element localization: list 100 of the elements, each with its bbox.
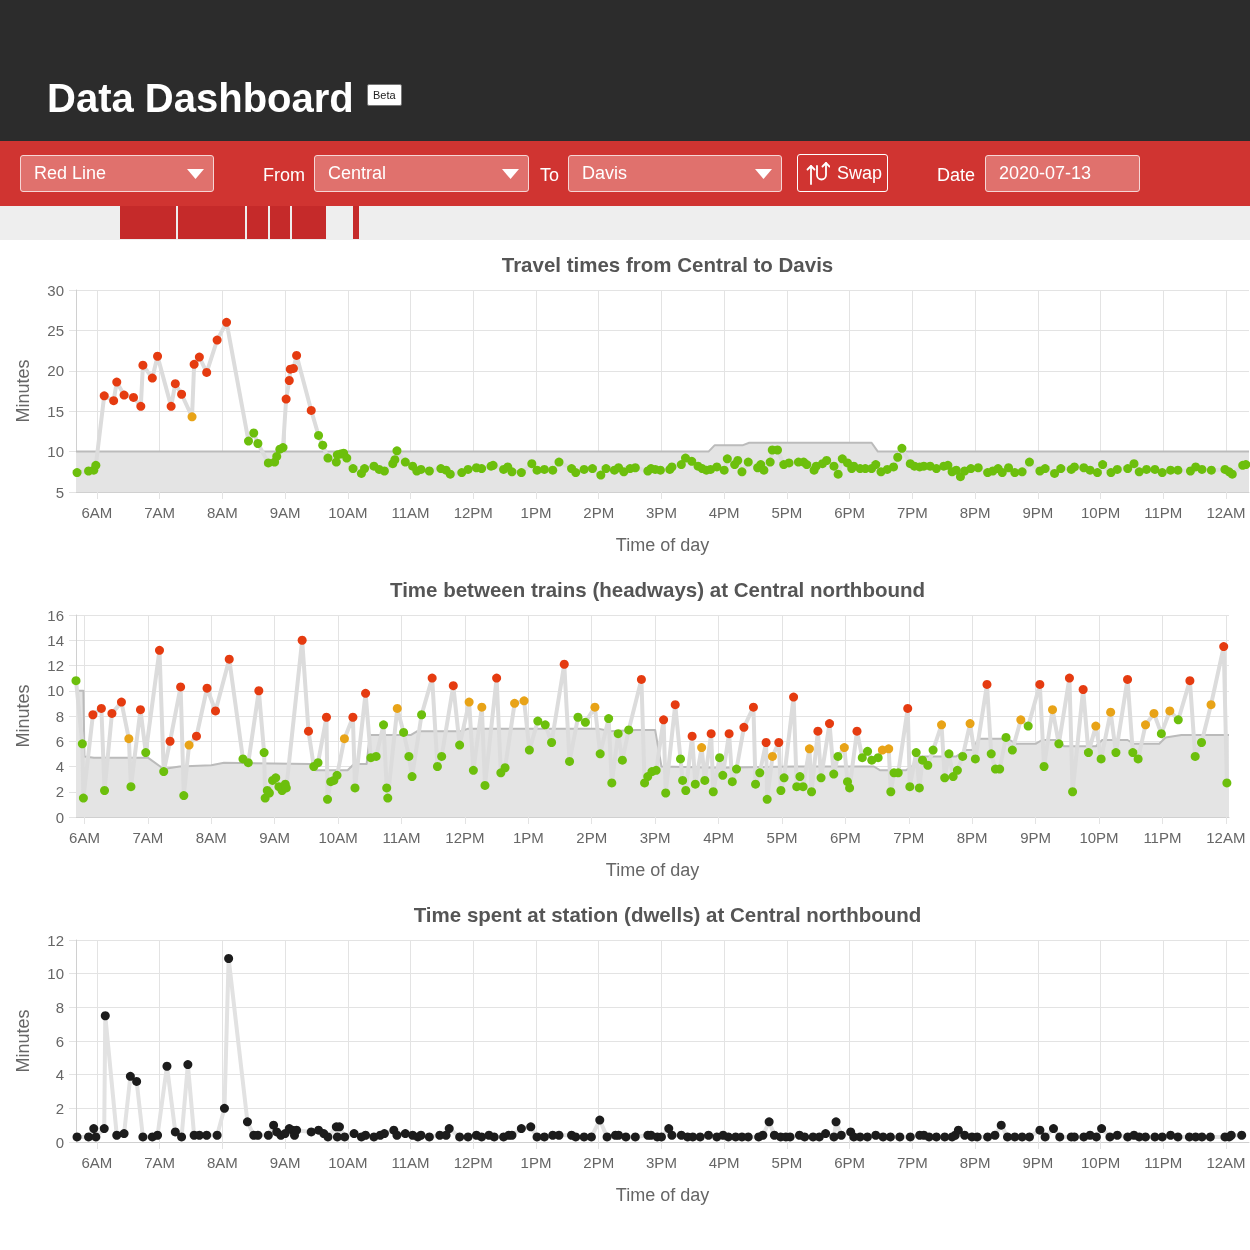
y-tick-label: 16 [47, 606, 64, 624]
dropdown[interactable]: Red Line [20, 155, 214, 192]
x-tick-label: 8PM [956, 829, 988, 846]
point [697, 743, 707, 753]
point [165, 736, 175, 746]
x-tick-label: 9PM [1022, 504, 1054, 521]
y-axis-title: Minutes [13, 684, 33, 748]
point [510, 698, 520, 708]
point [211, 706, 220, 716]
x-axis-title: Time of day [605, 860, 700, 880]
point [477, 702, 487, 712]
x-tick-label: 8PM [959, 504, 991, 521]
x-tick-label: 2PM [576, 829, 608, 846]
chart-title: Time between trains (headways) at Central northbound [390, 578, 925, 601]
point [852, 726, 862, 736]
x-tick-label: 1PM [512, 829, 544, 846]
point [202, 367, 212, 377]
x-tick-label: 5PM [766, 829, 798, 846]
x-tick-label: 10AM [318, 829, 358, 846]
point [789, 692, 799, 702]
x-tick-label: 5PM [771, 504, 803, 521]
point [116, 697, 126, 707]
point [1206, 700, 1216, 710]
x-tick-label: 9AM [269, 504, 301, 521]
point [153, 351, 163, 361]
x-tick-label: 7AM [144, 504, 176, 521]
badge: Beta [367, 84, 402, 106]
point [191, 731, 201, 741]
point [155, 645, 164, 655]
point [88, 710, 98, 720]
point [304, 726, 313, 736]
y-tick-label: 25 [47, 321, 64, 339]
x-tick-label: 8AM [206, 504, 238, 521]
point [839, 743, 849, 753]
point [109, 396, 119, 406]
x-tick-label: 11PM [1144, 1154, 1183, 1171]
dropdown[interactable]: Davis [568, 155, 782, 192]
point [767, 751, 777, 761]
x-tick-label: 9PM [1022, 1154, 1054, 1171]
point [739, 722, 749, 732]
point [706, 729, 716, 739]
button[interactable]: Swap [797, 154, 888, 192]
text: Date [937, 164, 976, 187]
date-field[interactable]: 2020-07-13 [985, 155, 1140, 192]
x-tick-label: 4PM [708, 1154, 740, 1171]
x-tick-label: 7AM [144, 1154, 176, 1171]
point [187, 412, 197, 422]
x-tick-label: 3PM [639, 829, 671, 846]
point [1048, 705, 1058, 715]
x-tick-label: 8AM [195, 829, 227, 846]
dropdown[interactable]: Central [314, 155, 529, 192]
x-tick-label: 1PM [520, 1154, 552, 1171]
point [297, 635, 307, 645]
point [119, 390, 129, 400]
point [761, 738, 771, 748]
x-tick-label: 10PM [1080, 1154, 1121, 1171]
point [1165, 706, 1175, 716]
x-tick-label: 6AM [81, 504, 113, 521]
x-tick-label: 1PM [520, 504, 552, 521]
point [124, 734, 134, 744]
point [176, 682, 186, 692]
point [361, 688, 371, 698]
point [659, 715, 669, 725]
point [1106, 707, 1116, 717]
point [937, 720, 947, 730]
text: Data Dashboard [47, 75, 354, 122]
x-tick-label: 11PM [1143, 829, 1182, 846]
point [177, 389, 187, 399]
x-tick-label: 3PM [646, 1154, 677, 1171]
chart-title: Time spent at station (dwells) at Central northbound [413, 903, 922, 926]
y-tick-label: 12 [47, 657, 64, 674]
point [107, 708, 117, 718]
point [99, 391, 109, 401]
x-tick-label: 6PM [834, 1154, 866, 1171]
x-tick-label: 12PM [445, 829, 485, 846]
y-tick-label: 4 [55, 758, 64, 775]
x-tick-label: 2PM [583, 1154, 615, 1171]
y-tick-label: 12 [47, 931, 64, 949]
point [1149, 708, 1159, 718]
x-tick-label: 9AM [269, 1154, 301, 1171]
point [1123, 674, 1133, 684]
x-tick-label: 10PM [1080, 504, 1121, 521]
y-tick-label: 10 [47, 965, 64, 983]
chart-title: Travel times from Central to Davis [501, 253, 834, 276]
point [965, 719, 975, 729]
x-tick-label: 8PM [959, 1154, 991, 1171]
x-tick-label: 7PM [893, 829, 925, 846]
point [1016, 715, 1026, 725]
text: From [263, 164, 305, 187]
x-tick-label: 6AM [69, 829, 100, 846]
point [194, 352, 204, 362]
point [982, 679, 992, 689]
point [1064, 673, 1074, 683]
x-tick-label: 12AM [1206, 504, 1246, 521]
x-tick-label: 10AM [328, 504, 368, 521]
point [321, 712, 331, 722]
point [292, 350, 302, 360]
point [96, 703, 106, 713]
y-tick-label: 4 [55, 1066, 64, 1084]
x-tick-label: 11PM [1144, 504, 1183, 521]
